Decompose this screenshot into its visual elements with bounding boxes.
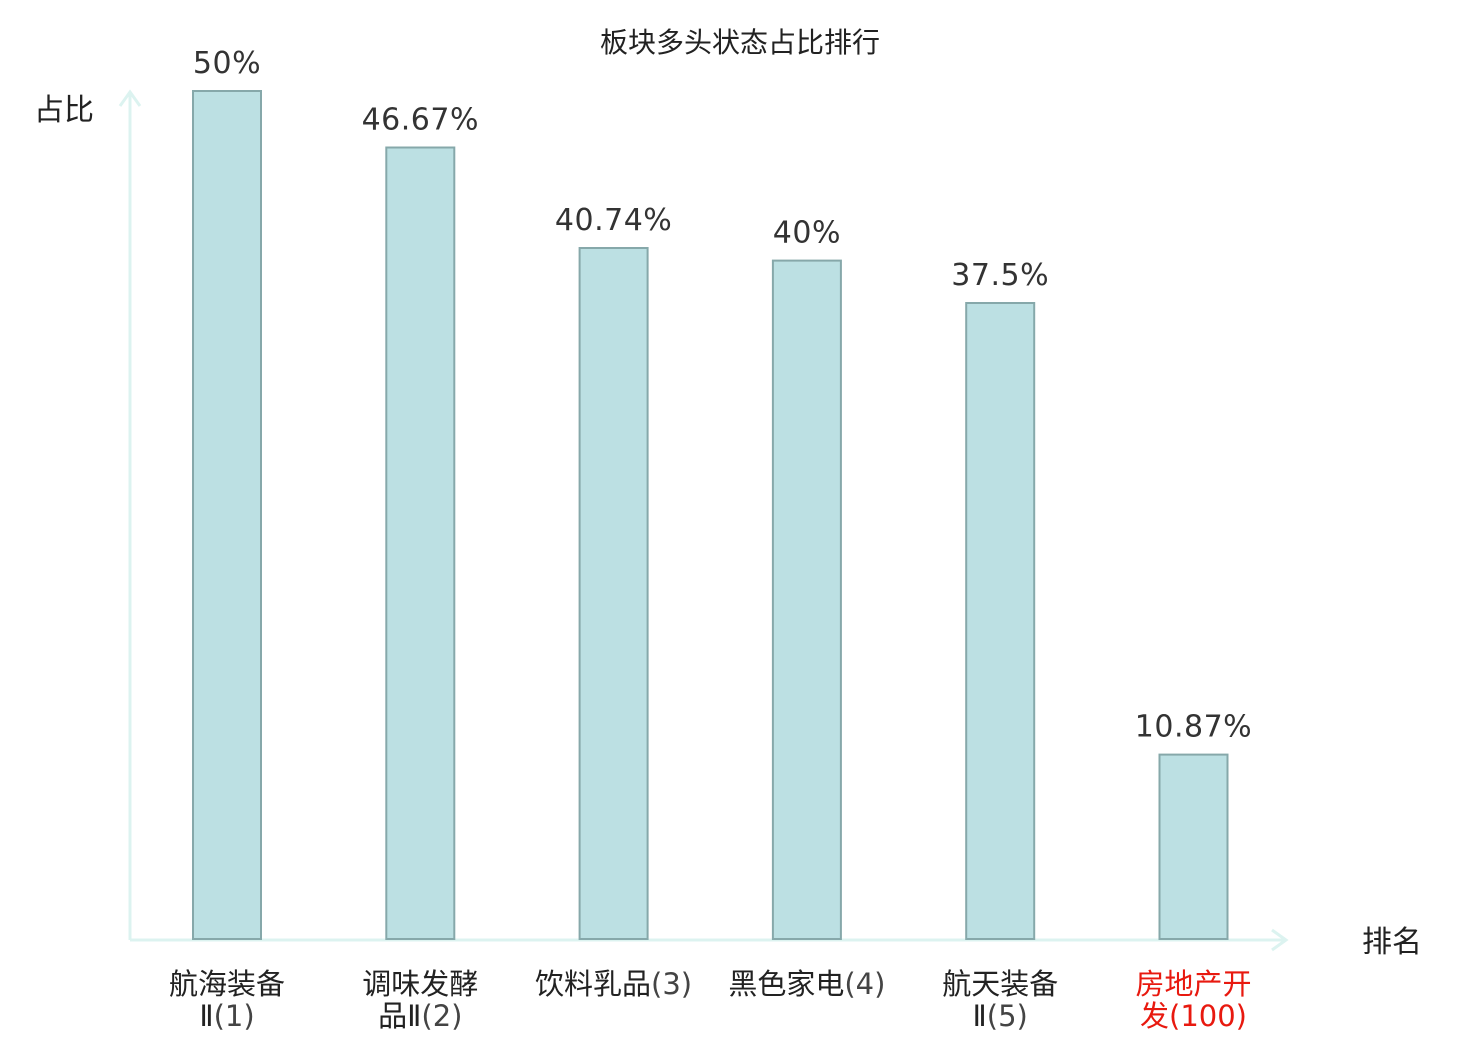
x-axis-arrow xyxy=(1271,928,1289,952)
bar-2 xyxy=(385,146,456,940)
bar-5 xyxy=(965,302,1036,940)
bar-1 xyxy=(192,90,262,940)
y-axis-label: 占比 xyxy=(34,93,94,128)
value-label-4: 40% xyxy=(773,216,841,251)
category-label-6: 房地产开发(100) xyxy=(1135,967,1251,1033)
bar-6 xyxy=(1158,753,1229,940)
value-label-5: 37.5% xyxy=(951,258,1049,293)
y-axis-arrow xyxy=(118,89,142,107)
value-label-2: 46.67% xyxy=(362,103,479,138)
axes xyxy=(118,89,1289,952)
value-label-1: 50% xyxy=(193,46,261,81)
bar-3 xyxy=(578,247,649,940)
category-label-3: 饮料乳品(3) xyxy=(535,967,692,1001)
x-axis-label: 排名 xyxy=(1362,925,1422,960)
category-label-1: 航海装备 Ⅱ(1) xyxy=(169,967,285,1033)
chart-title: 板块多头状态占比排行 xyxy=(600,26,880,59)
category-label-2: 调味发酵品Ⅱ(2) xyxy=(362,967,478,1033)
bars-group xyxy=(192,90,1229,941)
category-labels-group: 航海装备 Ⅱ(1) 调味发酵品Ⅱ(2) 饮料乳品(3) 黑色家电(4) 航天装备 Ⅱ(5) 房… xyxy=(169,967,1252,1033)
value-labels-group: 50% 46.67% 40.74% 40% 37.5% 10.87% xyxy=(193,46,1252,745)
category-label-4: 黑色家电(4) xyxy=(728,967,885,1001)
bar-4 xyxy=(771,259,842,941)
value-label-3: 40.74% xyxy=(555,203,672,238)
category-label-5: 航天装备 Ⅱ(5) xyxy=(942,967,1058,1033)
value-label-6: 10.87% xyxy=(1135,710,1252,745)
